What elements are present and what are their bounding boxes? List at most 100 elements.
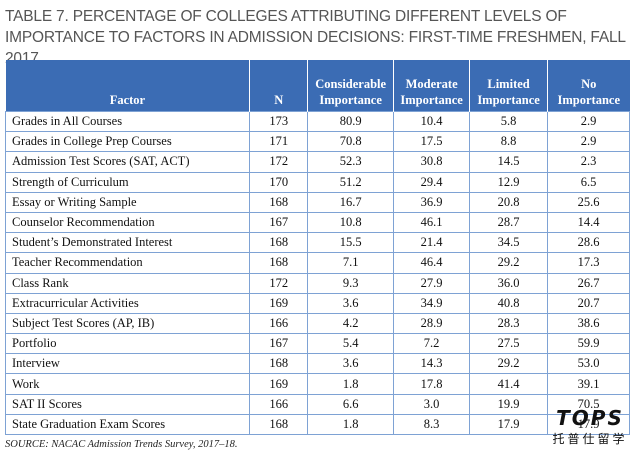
value-cell: 14.3 — [393, 353, 471, 375]
value-cell: 168 — [249, 252, 309, 274]
value-cell: 6.5 — [547, 171, 630, 193]
value-cell: 20.7 — [547, 292, 630, 314]
column-header: No Importance — [547, 60, 630, 112]
value-cell: 36.9 — [393, 191, 471, 213]
value-cell: 167 — [249, 333, 309, 355]
value-cell: 46.1 — [393, 211, 471, 234]
value-cell: 168 — [249, 191, 309, 213]
value-cell: 1.8 — [307, 373, 395, 395]
table-row: Grades in All Courses 173 80.9 10.4 5.8 2.9 — [4, 110, 630, 133]
value-cell: 173 — [249, 110, 309, 133]
table-row: Student’s Demonstrated Interest 168 15.5 21… — [4, 232, 630, 254]
value-cell: 2.9 — [547, 110, 630, 133]
table-row: Interview 168 3.6 14.3 29.2 53.0 — [4, 353, 630, 375]
table-row: Extracurricular Activities 169 3.6 34.9 40.8… — [4, 292, 630, 314]
value-cell: 17.5 — [393, 131, 471, 153]
value-cell: 167 — [249, 211, 309, 234]
factor-cell: Grades in All Courses — [4, 110, 251, 133]
value-cell: 3.6 — [307, 292, 395, 314]
table-row: State Graduation Exam Scores 168 1.8 8.3 17.… — [4, 413, 630, 436]
value-cell: 80.9 — [307, 110, 395, 133]
value-cell: 26.7 — [547, 272, 630, 294]
table-row: SAT II Scores 166 6.6 3.0 19.9 70.5 — [4, 393, 630, 415]
column-header: N — [249, 60, 308, 112]
column-header: Considerable Importance — [307, 60, 394, 112]
column-header: Factor — [5, 60, 250, 112]
value-cell: 28.6 — [547, 232, 630, 254]
value-cell: 3.6 — [307, 353, 395, 375]
factor-cell: Admission Test Scores (SAT, ACT) — [4, 151, 251, 173]
value-cell: 4.2 — [307, 312, 395, 335]
value-cell: 41.4 — [469, 373, 549, 395]
factor-cell: Class Rank — [4, 272, 251, 294]
value-cell: 28.9 — [393, 312, 471, 335]
value-cell: 40.8 — [469, 292, 549, 314]
watermark: TOPS 托普仕留学 — [548, 406, 632, 447]
factor-cell: SAT II Scores — [4, 393, 251, 415]
value-cell: 59.9 — [547, 333, 630, 355]
value-cell: 36.0 — [469, 272, 549, 294]
value-cell: 28.3 — [469, 312, 549, 335]
value-cell: 12.9 — [469, 171, 549, 193]
table-row: Counselor Recommendation 167 10.8 46.1 28.7 1… — [4, 211, 630, 234]
value-cell: 34.5 — [469, 232, 549, 254]
value-cell: 166 — [249, 393, 309, 415]
value-cell: 169 — [249, 373, 309, 395]
factor-cell: State Graduation Exam Scores — [4, 413, 251, 436]
value-cell: 1.8 — [307, 413, 395, 436]
value-cell: 46.4 — [393, 252, 471, 274]
value-cell: 2.3 — [547, 151, 630, 173]
table-body: Grades in All Courses 173 80.9 10.4 5.8 2.9 Gr… — [4, 110, 630, 436]
value-cell: 8.3 — [393, 413, 471, 436]
value-cell: 16.7 — [307, 191, 395, 213]
value-cell: 171 — [249, 131, 309, 153]
value-cell: 10.4 — [393, 110, 471, 133]
column-header: Moderate Importance — [393, 60, 470, 112]
value-cell: 169 — [249, 292, 309, 314]
value-cell: 51.2 — [307, 171, 395, 193]
factor-cell: Interview — [4, 353, 251, 375]
table-row: Teacher Recommendation 168 7.1 46.4 29.2 17.3 — [4, 252, 630, 274]
factor-cell: Teacher Recommendation — [4, 252, 251, 274]
value-cell: 14.4 — [547, 211, 630, 234]
factor-cell: Grades in College Prep Courses — [4, 131, 251, 153]
value-cell: 8.8 — [469, 131, 549, 153]
value-cell: 17.9 — [547, 413, 630, 436]
factor-cell: Student’s Demonstrated Interest — [4, 232, 251, 254]
value-cell: 38.6 — [547, 312, 630, 335]
table-row: Subject Test Scores (AP, IB) 166 4.2 28.9 28… — [4, 312, 630, 335]
table-row: Strength of Curriculum 170 51.2 29.4 12.9 6.5 — [4, 171, 630, 193]
value-cell: 17.3 — [547, 252, 630, 274]
value-cell: 21.4 — [393, 232, 471, 254]
value-cell: 30.8 — [393, 151, 471, 173]
value-cell: 3.0 — [393, 393, 471, 415]
value-cell: 10.8 — [307, 211, 395, 234]
value-cell: 29.2 — [469, 252, 549, 274]
value-cell: 6.6 — [307, 393, 395, 415]
value-cell: 27.9 — [393, 272, 471, 294]
value-cell: 70.5 — [547, 393, 630, 415]
value-cell: 27.5 — [469, 333, 549, 355]
logo-mark: TOPS — [556, 406, 624, 430]
header-row: Factor N Considerable Importance Moderate I… — [5, 60, 630, 112]
value-cell: 20.8 — [469, 191, 549, 213]
value-cell: 25.6 — [547, 191, 630, 213]
value-cell: 7.1 — [307, 252, 395, 274]
value-cell: 15.5 — [307, 232, 395, 254]
table-row: Class Rank 172 9.3 27.9 36.0 26.7 — [4, 272, 630, 294]
value-cell: 168 — [249, 413, 309, 436]
value-cell: 5.8 — [469, 110, 549, 133]
table-row: Admission Test Scores (SAT, ACT) 172 52.3 3… — [4, 151, 630, 173]
logo-text: 托普仕留学 — [552, 432, 628, 446]
table-row: Work 169 1.8 17.8 41.4 39.1 — [4, 373, 630, 395]
value-cell: 52.3 — [307, 151, 395, 173]
factor-cell: Subject Test Scores (AP, IB) — [4, 312, 251, 335]
value-cell: 14.5 — [469, 151, 549, 173]
value-cell: 2.9 — [547, 131, 630, 153]
factor-cell: Essay or Writing Sample — [4, 191, 251, 213]
value-cell: 34.9 — [393, 292, 471, 314]
value-cell: 168 — [249, 353, 309, 375]
value-cell: 7.2 — [393, 333, 471, 355]
value-cell: 5.4 — [307, 333, 395, 355]
